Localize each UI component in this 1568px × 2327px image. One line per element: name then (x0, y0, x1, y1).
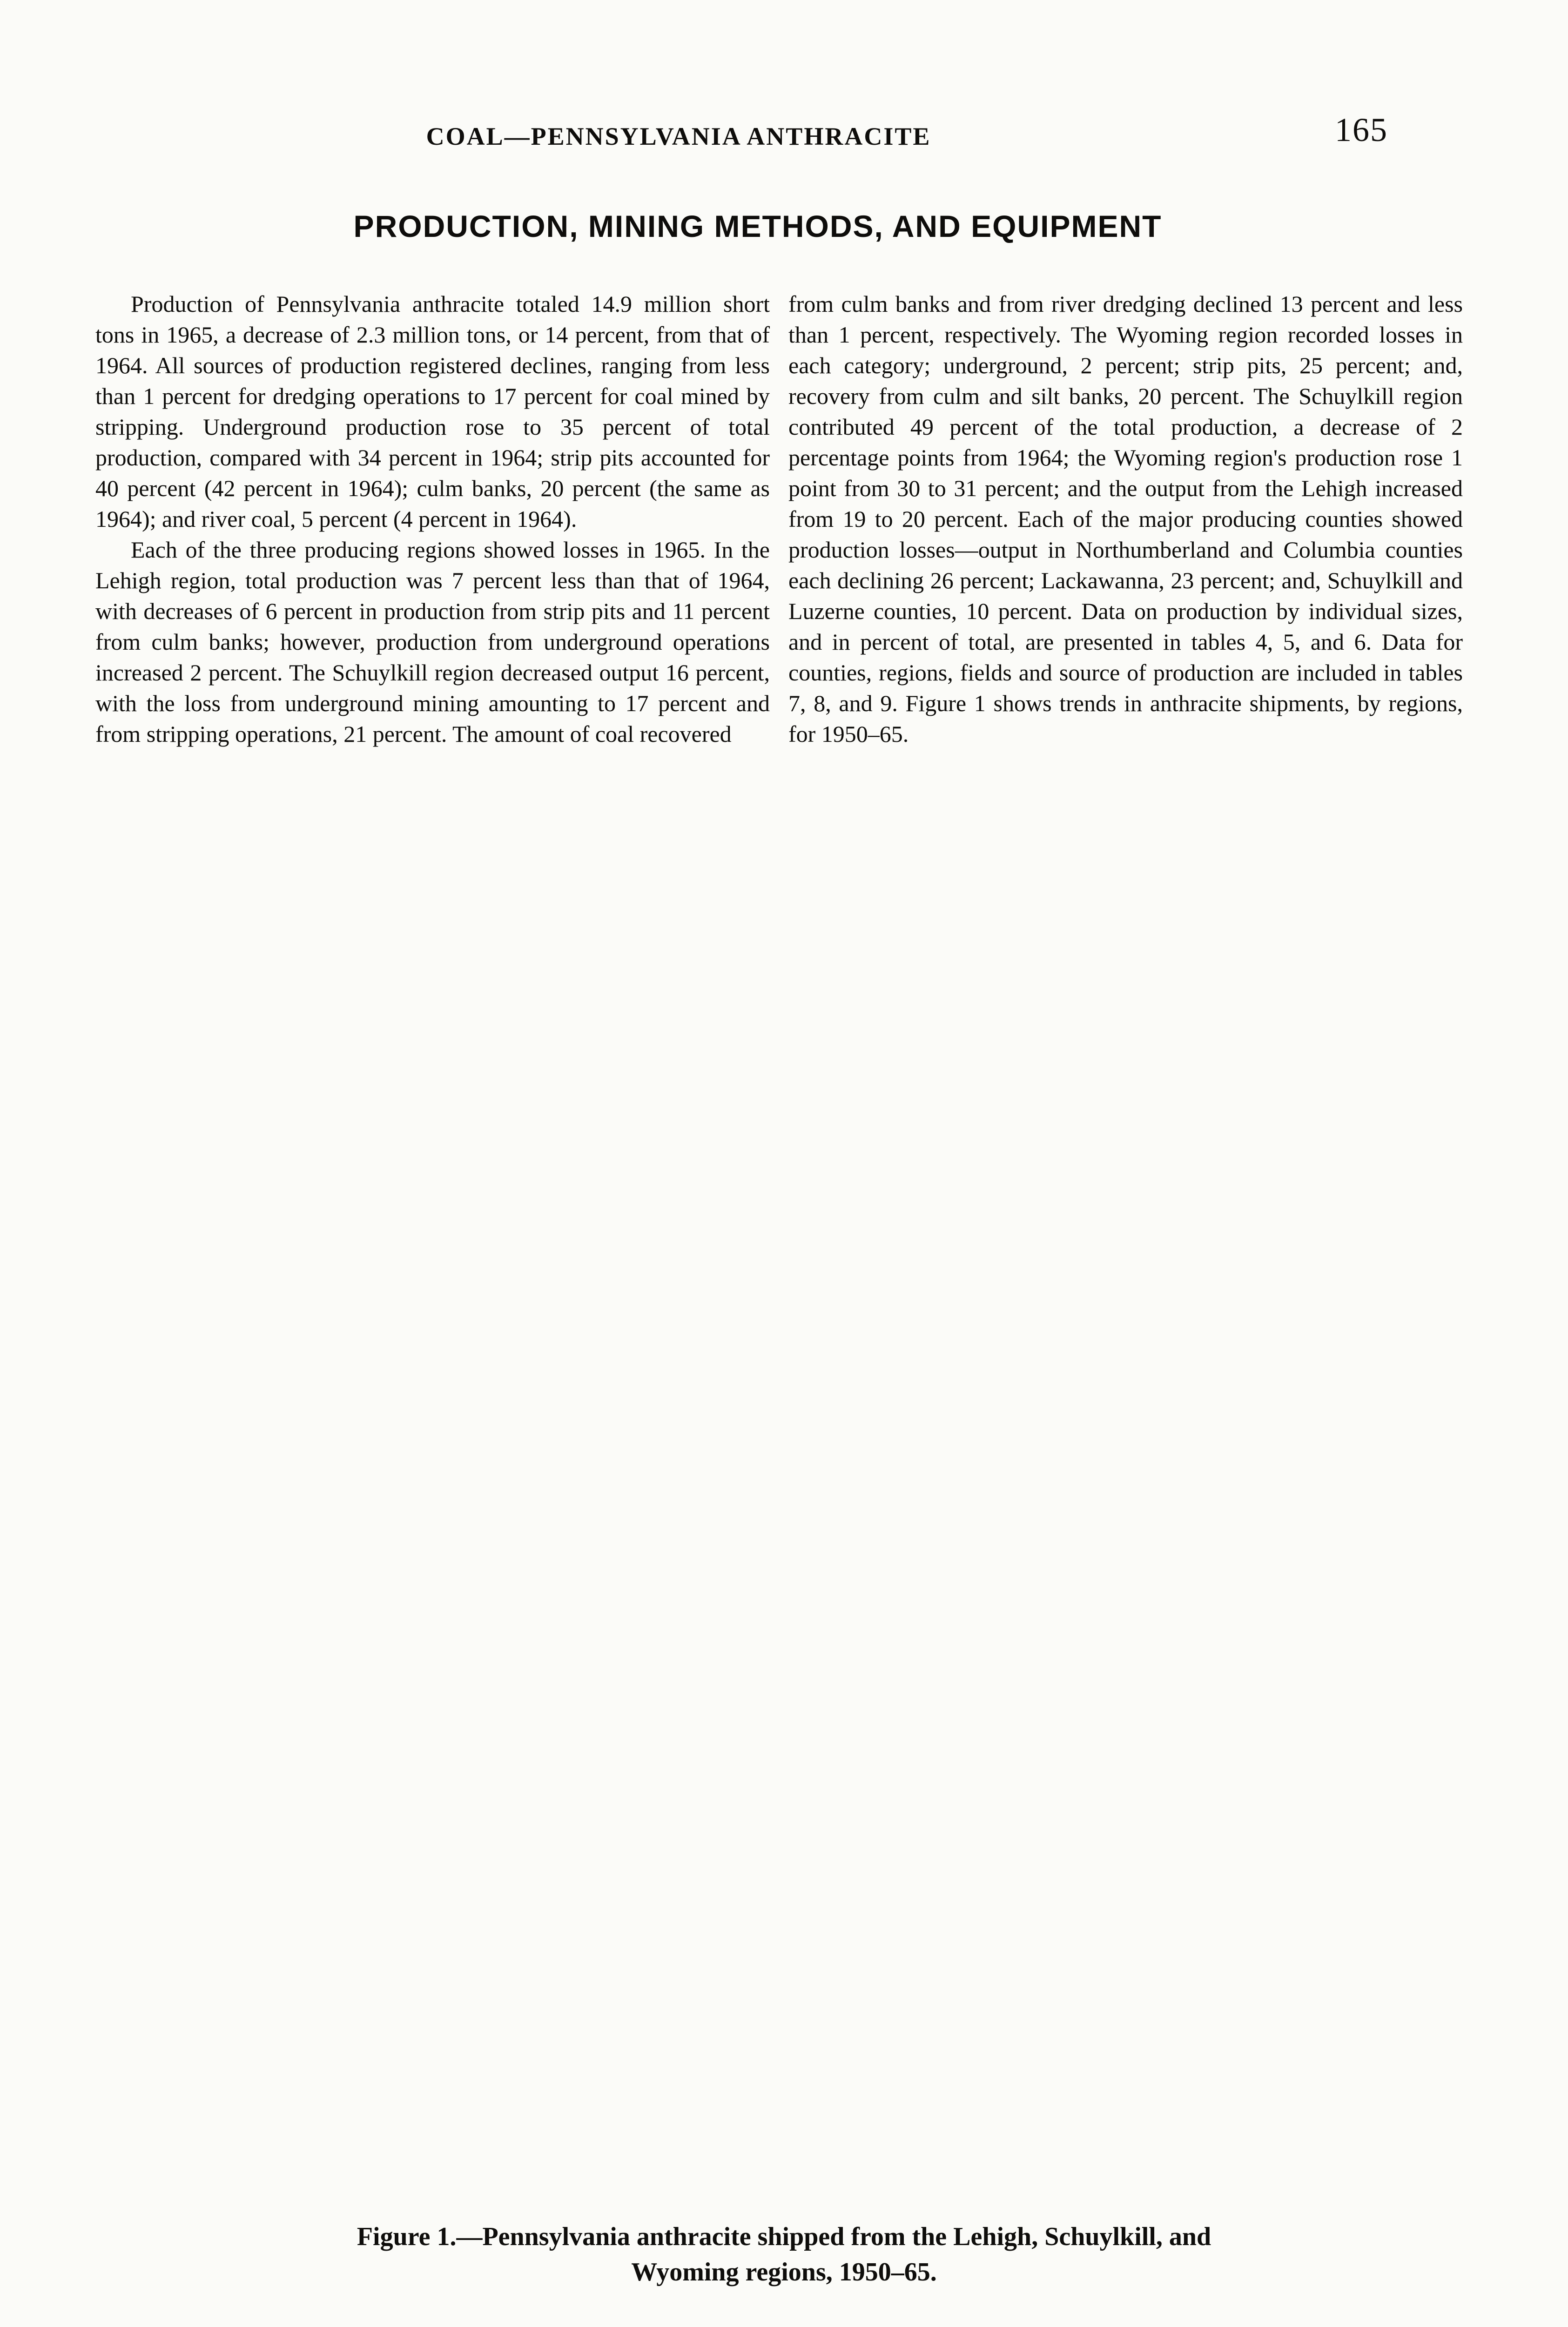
section-title: PRODUCTION, MINING METHODS, AND EQUIPMEN… (353, 209, 1162, 243)
text-column-left: Production of Pennsylvania anthracite to… (95, 289, 770, 749)
page-header: COAL—PENNSYLVANIA ANTHRACITE (426, 122, 931, 150)
paragraph-regions-losses: Each of the three producing regions show… (95, 537, 770, 747)
text-column-right: from culm banks and from river dredging … (788, 289, 1463, 749)
paragraph-regions-continued: from culm banks and from river dredging … (788, 291, 1463, 747)
figure-1 (79, 1298, 1466, 2313)
body-text: Production of Pennsylvania anthracite to… (95, 289, 1463, 749)
caption-line-1: Figure 1.—Pennsylvania anthracite shippe… (357, 2222, 1211, 2251)
paragraph-production-totals: Production of Pennsylvania anthracite to… (95, 291, 770, 532)
figure-1-caption: Figure 1.—Pennsylvania anthracite shippe… (156, 2219, 1413, 2290)
caption-line-2: Wyoming regions, 1950–65. (631, 2258, 937, 2287)
figure-1-chart (79, 1298, 1466, 2313)
page-number: 165 (1335, 111, 1388, 148)
